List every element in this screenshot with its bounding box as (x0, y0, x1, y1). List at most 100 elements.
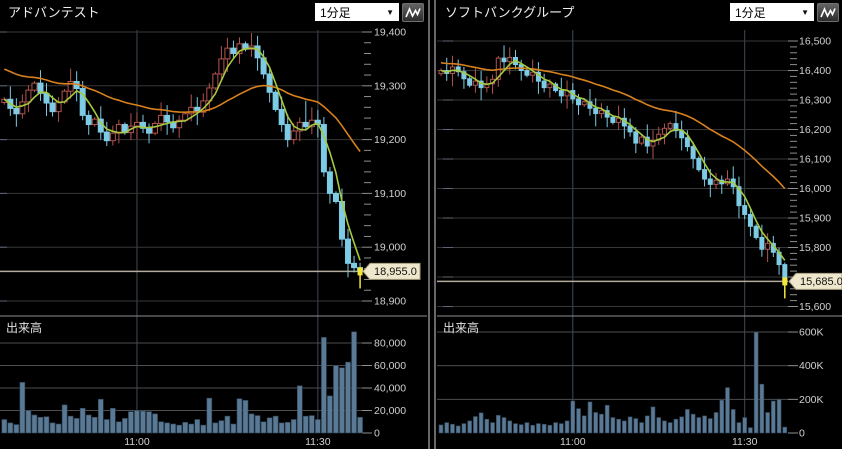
volume-bar (224, 415, 231, 434)
svg-text:11:00: 11:00 (124, 436, 150, 448)
down-candle (753, 225, 759, 238)
svg-text:16,500: 16,500 (799, 36, 831, 48)
down-candle (644, 136, 650, 147)
up-candle (218, 58, 225, 75)
interval-select[interactable]: 1分足 ▼ (315, 3, 399, 21)
down-candle (736, 186, 742, 207)
volume-bar (581, 415, 587, 434)
volume-bar (212, 422, 219, 434)
down-candle (278, 108, 285, 126)
up-candle (152, 122, 159, 134)
up-candle (616, 117, 622, 123)
up-candle (472, 80, 478, 86)
volume-bar (484, 418, 490, 434)
volume-bar (284, 422, 291, 434)
svg-text:16,300: 16,300 (799, 95, 831, 107)
down-candle (467, 78, 473, 86)
down-candle (707, 178, 713, 185)
volume-bar (564, 420, 570, 434)
up-candle (296, 121, 303, 132)
volume-bar (31, 414, 38, 434)
chart-panel-softbank: ソフトバンクグループ 1分足 ▼ 15,60015,70015,80015,90… (437, 0, 842, 449)
volume-bar (194, 419, 201, 434)
volume-bar (604, 404, 610, 434)
down-candle (345, 238, 352, 264)
chart-type-button[interactable] (817, 2, 839, 22)
svg-text:出来高: 出来高 (443, 320, 479, 335)
volume-bar (610, 417, 616, 434)
splitter-line (434, 0, 436, 449)
down-candle (230, 47, 237, 55)
volume-bar (507, 420, 513, 434)
volume-bar (702, 415, 707, 434)
volume-bar (351, 331, 357, 434)
svg-text:400K: 400K (799, 360, 824, 372)
candlestick-volume-chart-softbank[interactable]: 15,60015,70015,80015,90016,00016,10016,2… (437, 22, 842, 449)
volume-bar (218, 420, 225, 434)
volume-bar (771, 400, 776, 434)
candlestick-volume-chart-advantest[interactable]: 18,900 19,000 19,100 19,200 19,300 19,400 80,0… (0, 22, 427, 449)
stock-name-label: アドバンテスト (8, 4, 100, 20)
ma-fast-line (3, 47, 361, 261)
volume-bar (73, 418, 80, 434)
volume-bar (759, 383, 765, 434)
volume-bar (13, 424, 20, 434)
volume-bar (748, 427, 753, 434)
down-candle (541, 80, 547, 89)
svg-text:20,000: 20,000 (374, 405, 406, 417)
volume-bar (478, 412, 484, 434)
volume-bar (296, 385, 303, 434)
down-candle (673, 123, 679, 132)
volume-bar (713, 412, 719, 434)
time-axis-labels: 11:00 11:30 (560, 436, 758, 448)
volume-bar (278, 422, 285, 434)
svg-text:11:30: 11:30 (305, 436, 331, 448)
chart-type-button[interactable] (402, 2, 424, 22)
volume-bar (104, 419, 110, 434)
volume-bar (97, 398, 104, 434)
line-chart-icon (820, 6, 836, 18)
down-candle (610, 116, 616, 123)
volume-bar (200, 424, 207, 434)
volume-bar (242, 400, 249, 434)
volume-bar (188, 423, 195, 434)
volume-bar (708, 418, 713, 434)
ma-fast-line (440, 59, 786, 261)
interval-select[interactable]: 1分足 ▼ (730, 3, 814, 21)
splitter-line (428, 0, 430, 449)
svg-text:18,900: 18,900 (374, 296, 406, 308)
volume-bar (85, 414, 92, 434)
svg-text:16,000: 16,000 (799, 183, 831, 195)
down-candle (524, 70, 530, 76)
volume-bar (290, 419, 297, 434)
down-candle (742, 205, 748, 215)
volume-bar (140, 410, 146, 434)
down-candle (164, 114, 171, 123)
volume-bar (333, 365, 339, 434)
volume-bar (587, 401, 593, 434)
volume-bar (61, 404, 68, 434)
down-candle (103, 131, 110, 142)
svg-text:15,900: 15,900 (799, 213, 831, 225)
volume-bar (593, 412, 599, 434)
time-axis-labels: 11:00 11:30 (124, 436, 331, 448)
volume-bar (116, 421, 122, 434)
volume-bar (254, 415, 261, 434)
down-candle (320, 124, 327, 173)
volume-bar (633, 418, 639, 434)
volume-bar (599, 413, 604, 434)
up-candle (290, 130, 297, 141)
price-gridlines (437, 40, 798, 307)
chevron-down-icon: ▼ (386, 7, 394, 17)
volume-bar (79, 407, 86, 434)
volume-bar (91, 416, 98, 434)
time-gridlines (136, 30, 319, 433)
panel-splitter[interactable] (427, 0, 437, 449)
volume-bar (176, 424, 182, 434)
svg-text:0: 0 (374, 428, 380, 440)
volume-bar (524, 422, 530, 434)
volume-bar (327, 395, 333, 434)
volume-bar (182, 422, 188, 434)
down-candle (302, 121, 309, 128)
down-candle (272, 91, 279, 110)
